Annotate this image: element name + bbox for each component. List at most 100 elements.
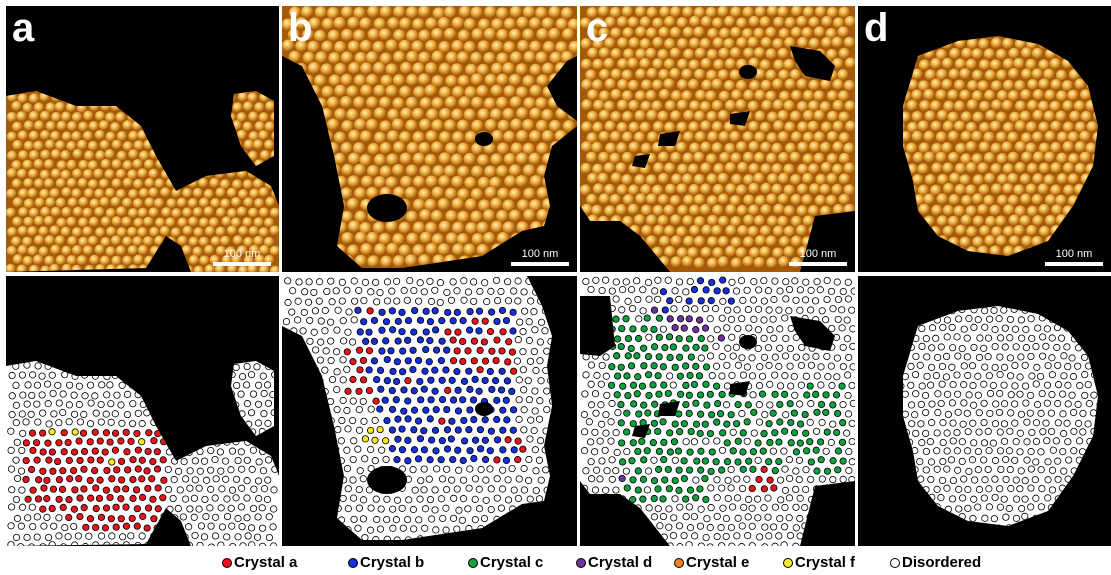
- afm-particle: [947, 151, 960, 164]
- afm-particle: [754, 89, 766, 102]
- lattice-particle: [64, 533, 72, 541]
- afm-particle: [609, 130, 622, 143]
- afm-particle: [413, 86, 426, 99]
- lattice-particle: [465, 484, 473, 492]
- afm-particle: [365, 96, 379, 109]
- afm-particle: [28, 150, 40, 161]
- lattice-particle: [1027, 448, 1035, 456]
- afm-particle: [457, 74, 471, 88]
- lattice-particle: [923, 372, 931, 380]
- lattice-particle: [803, 447, 811, 455]
- afm-particle: [622, 27, 634, 39]
- afm-particle: [802, 6, 815, 19]
- lattice-particle: [1043, 381, 1052, 389]
- afm-particle: [541, 17, 555, 30]
- afm-particle: [127, 245, 139, 256]
- lattice-particle: [383, 355, 391, 364]
- lattice-particle: [724, 306, 732, 314]
- lattice-particle: [671, 324, 679, 332]
- lattice-particle: [392, 396, 400, 404]
- afm-particle: [373, 107, 387, 120]
- lattice-particle: [61, 523, 69, 532]
- lattice-particle: [365, 347, 374, 355]
- afm-particle: [592, 38, 605, 50]
- afm-particle: [917, 184, 930, 197]
- afm-particle: [419, 208, 432, 222]
- lattice-particle: [508, 464, 516, 473]
- lattice-particle: [102, 410, 110, 418]
- lattice-particle: [781, 427, 789, 435]
- afm-particle: [215, 207, 227, 218]
- afm-particle: [971, 153, 984, 165]
- afm-particle: [451, 131, 465, 144]
- lattice-particle: [922, 335, 930, 343]
- lattice-particle: [754, 439, 762, 447]
- lattice-particle: [745, 495, 753, 504]
- afm-particle: [967, 79, 979, 92]
- lattice-particle: [24, 495, 32, 503]
- afm-particle: [562, 28, 575, 41]
- lattice-particle: [349, 494, 358, 502]
- afm-particle: [104, 187, 116, 199]
- lattice-particle: [670, 438, 679, 446]
- lattice-particle: [949, 380, 957, 389]
- afm-particle: [598, 130, 611, 143]
- afm-particle: [681, 256, 694, 268]
- lattice-particle: [238, 523, 246, 531]
- afm-particle: [735, 247, 748, 259]
- afm-particle: [935, 131, 948, 143]
- afm-particle: [832, 120, 845, 133]
- afm-particle: [959, 174, 971, 186]
- lattice-particle: [770, 523, 778, 531]
- afm-particle: [819, 205, 832, 218]
- lattice-particle: [354, 445, 362, 453]
- lattice-particle: [675, 295, 683, 304]
- afm-particle: [60, 111, 72, 122]
- afm-particle: [148, 168, 159, 180]
- lattice-particle: [75, 382, 84, 390]
- afm-particle: [961, 47, 973, 60]
- afm-particle: [1020, 193, 1032, 206]
- lattice-particle: [40, 522, 48, 530]
- lattice-particle: [960, 325, 968, 333]
- afm-particle: [379, 6, 393, 19]
- lattice-particle: [1017, 353, 1025, 361]
- afm-particle: [790, 173, 802, 186]
- lattice-particle: [350, 277, 358, 285]
- lattice-particle: [738, 522, 746, 530]
- lattice-particle: [702, 533, 710, 542]
- afm-particle: [523, 208, 536, 222]
- lattice-particle: [650, 306, 659, 314]
- lattice-particle: [443, 346, 451, 354]
- lattice-map-d: [858, 276, 1111, 546]
- lattice-particle: [645, 371, 653, 379]
- afm-particle: [813, 26, 826, 38]
- afm-particle: [509, 96, 523, 109]
- afm-particle: [458, 6, 472, 19]
- lattice-particle: [249, 504, 258, 513]
- lattice-particle: [86, 476, 94, 485]
- lattice-particle: [422, 328, 430, 336]
- afm-particle: [225, 246, 236, 257]
- afm-particle: [253, 198, 265, 209]
- afm-particle: [116, 130, 128, 142]
- afm-particle: [353, 6, 366, 20]
- afm-particle: [687, 247, 699, 259]
- afm-particle: [725, 183, 737, 195]
- afm-particle: [677, 163, 689, 176]
- afm-particle: [1031, 193, 1044, 206]
- lattice-particle: [806, 438, 814, 446]
- afm-particle: [1021, 235, 1033, 248]
- afm-particle: [984, 69, 997, 82]
- lattice-particle: [792, 524, 800, 532]
- afm-particle: [605, 142, 617, 155]
- lattice-particle: [649, 439, 657, 447]
- lattice-particle: [706, 390, 714, 398]
- lattice-particle: [259, 372, 267, 380]
- lattice-particle: [690, 512, 698, 521]
- lattice-particle: [754, 305, 763, 313]
- lattice-particle: [477, 465, 485, 474]
- lattice-particle: [12, 401, 21, 409]
- afm-particle: [411, 107, 425, 121]
- lattice-particle: [345, 308, 353, 316]
